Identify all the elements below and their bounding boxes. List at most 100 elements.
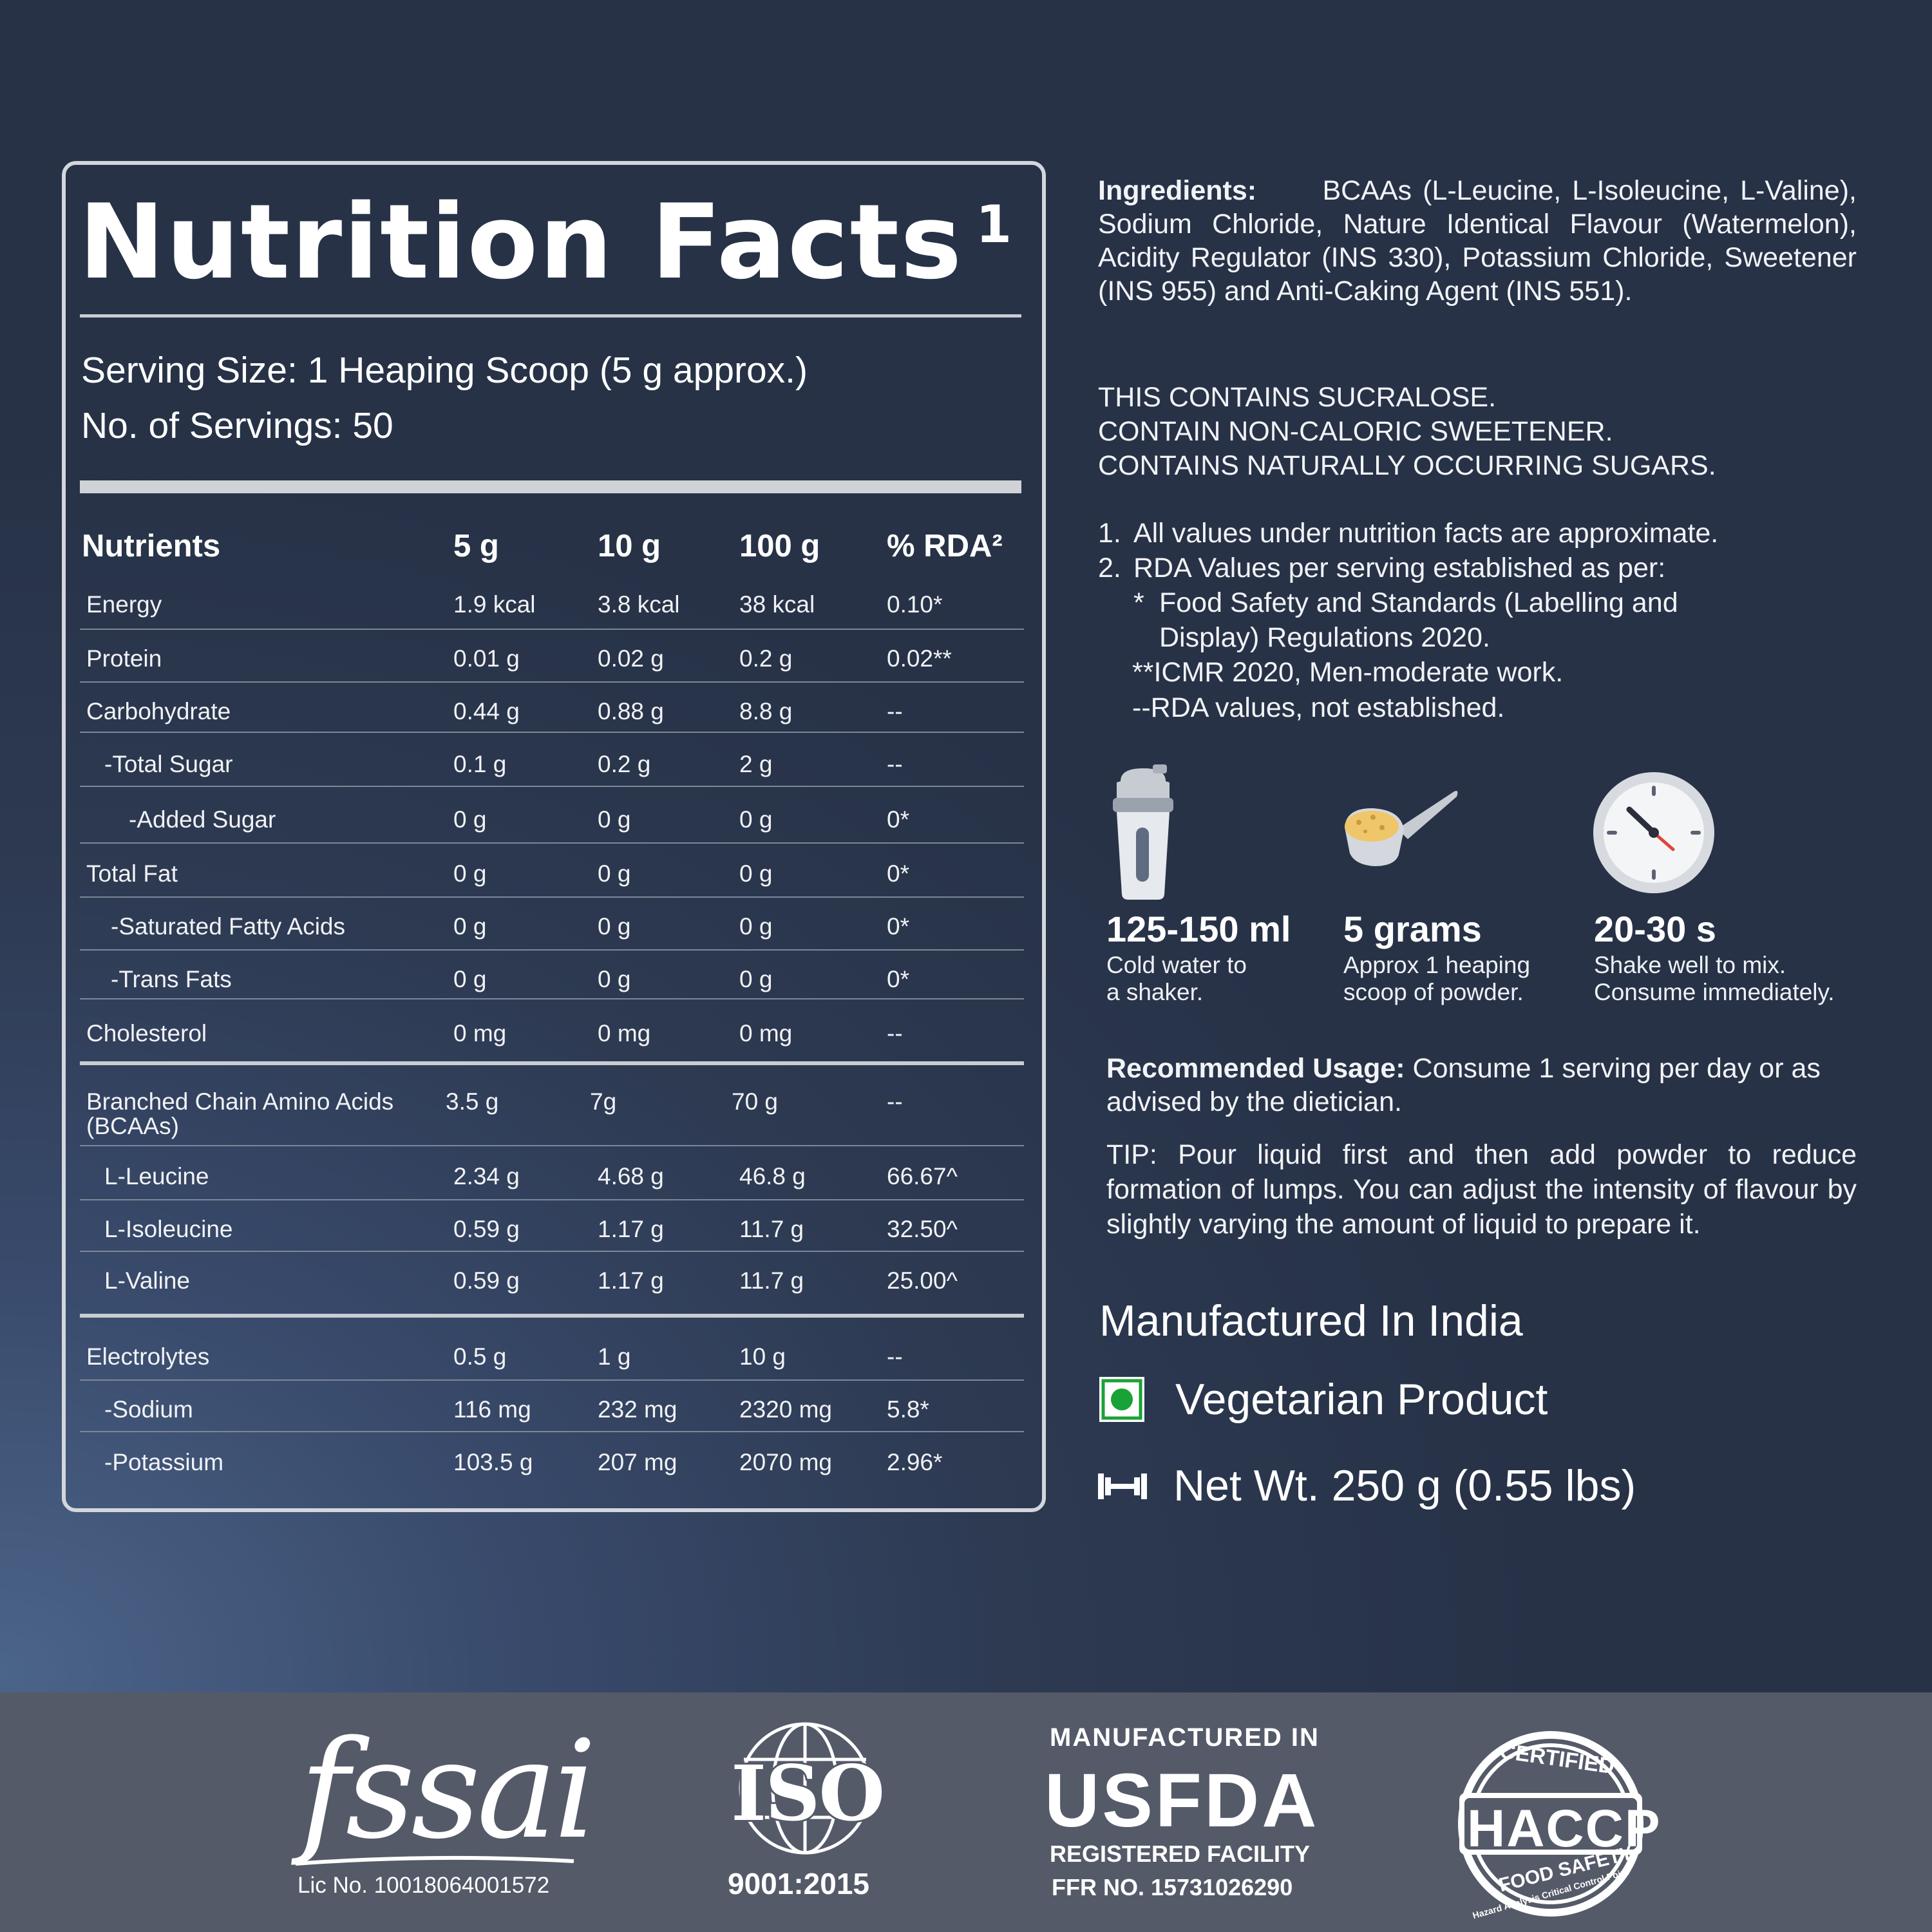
step-powder-line2: scoop of powder.	[1343, 979, 1524, 1005]
nutrient-name: Total Fat	[86, 860, 178, 887]
nutrient-value-v5: 0.59 g	[453, 1216, 520, 1242]
nutrient-value-v10: 0 g	[598, 860, 631, 887]
nutrient-name: Protein	[86, 645, 162, 672]
nutrient-value-v100: 0 g	[739, 966, 773, 992]
clock-icon	[1593, 772, 1714, 893]
usfda-logo-text: USFDA	[1045, 1758, 1320, 1843]
nutrient-name: -Sodium	[104, 1396, 193, 1423]
usage-tip: TIP: Pour liquid first and then add powd…	[1106, 1139, 1857, 1240]
usfda-ffr: FFR NO. 15731026290	[1052, 1874, 1293, 1900]
iso-logo-text: ISO	[729, 1747, 887, 1840]
ingredients: Ingredients: BCAAs (L-Leucine, L-Isoleuc…	[1098, 174, 1857, 308]
nutrient-value-v5: 0.5 g	[453, 1343, 507, 1370]
nutrient-value-rda: 0*	[887, 913, 909, 940]
nutrient-value-v10: 1 g	[598, 1343, 631, 1370]
nutrient-value-v100: 0 g	[739, 913, 773, 940]
haccp-logo-text: HACCP	[1467, 1799, 1662, 1858]
warning-natural-sugars: CONTAINS NATURALLY OCCURRING SUGARS.	[1098, 450, 1716, 481]
nutrient-value-v100: 38 kcal	[739, 591, 815, 618]
header-10g: 10 g	[598, 529, 661, 564]
nutrient-value-rda: --	[887, 1343, 903, 1370]
fssai-underline-icon	[295, 1855, 574, 1866]
row-divider	[80, 842, 1024, 844]
ingredients-text: BCAAs (L-Leucine, L-Isoleucine, L-Valine…	[1098, 175, 1857, 307]
nutrient-name: L-Isoleucine	[104, 1216, 233, 1242]
fssai-logo: fssai	[299, 1711, 597, 1869]
nutrient-value-rda: --	[887, 751, 903, 777]
warning-non-caloric: CONTAIN NON-CALORIC SWEETENER.	[1098, 416, 1613, 447]
nutrient-value-rda: 0*	[887, 966, 909, 992]
row-divider	[80, 629, 1024, 630]
nutrient-value-v100: 0 g	[739, 860, 773, 887]
nutrient-name: -Total Sugar	[104, 751, 233, 777]
note-2-number: 2.	[1098, 553, 1121, 583]
usage-label: Recommended Usage:	[1106, 1053, 1405, 1084]
nutrient-name: -Trans Fats	[111, 966, 232, 992]
nutrient-value-v10: 3.8 kcal	[598, 591, 680, 618]
header-5g: 5 g	[453, 529, 499, 564]
nutrient-value-v100: 46.8 g	[739, 1163, 806, 1189]
row-divider	[80, 1145, 1024, 1146]
section-divider	[80, 1314, 1024, 1318]
nutrient-value-v5: 0 g	[453, 860, 487, 887]
serving-size: Serving Size: 1 Heaping Scoop (5 g appro…	[81, 350, 808, 391]
nutrient-value-v10: 0.88 g	[598, 698, 664, 724]
note-1: All values under nutrition facts are app…	[1133, 518, 1719, 549]
nutrient-value-v5: 0.59 g	[453, 1267, 520, 1294]
row-divider	[80, 1199, 1024, 1200]
vegetarian-product: Vegetarian Product	[1175, 1375, 1548, 1424]
nutrient-value-v10: 207 mg	[598, 1449, 677, 1475]
title-footnote-marker: 1	[976, 194, 1014, 254]
nutrient-value-v10: 1.17 g	[598, 1267, 664, 1294]
nutrient-value-rda: 32.50^	[887, 1216, 958, 1242]
row-divider	[80, 949, 1024, 951]
nutrient-value-v10: 0 mg	[598, 1020, 651, 1046]
weight-dumbbell-icon	[1098, 1473, 1147, 1499]
note-2a-line2: Display) Regulations 2020.	[1159, 622, 1490, 653]
shaker-icon	[1113, 764, 1173, 900]
nutrient-name: L-Valine	[104, 1267, 191, 1294]
nutrient-name: Energy	[86, 591, 162, 618]
note-2b: **ICMR 2020, Men-moderate work.	[1132, 657, 1564, 688]
note-2c: --RDA values, not established.	[1132, 692, 1505, 723]
nutrient-value-rda: --	[887, 1088, 903, 1115]
nutrient-value-rda: --	[887, 1020, 903, 1046]
nutrient-value-rda: 25.00^	[887, 1267, 958, 1294]
nutrient-value-v5: 0 mg	[453, 1020, 507, 1046]
note-1-number: 1.	[1098, 518, 1121, 549]
nutrient-value-v10: 7g	[590, 1088, 617, 1115]
nutrient-value-v5: 0.1 g	[453, 751, 507, 777]
nutrient-value-v10: 0 g	[598, 806, 631, 833]
haccp-seal-icon	[1458, 1731, 1643, 1917]
iso-code: 9001:2015	[728, 1867, 869, 1900]
nutrient-value-v5: 0 g	[453, 966, 487, 992]
nutrient-name: -Potassium	[104, 1449, 224, 1475]
nutrient-value-v100: 8.8 g	[739, 698, 793, 724]
nutrient-value-v5: 1.9 kcal	[453, 591, 536, 618]
row-divider	[80, 681, 1024, 683]
step-water-line1: Cold water to	[1106, 952, 1247, 978]
nutrient-value-v10: 0.02 g	[598, 645, 664, 672]
nutrient-value-rda: 0.10*	[887, 591, 943, 618]
section-divider	[80, 1061, 1024, 1065]
step-shake-time: 20-30 s	[1594, 909, 1716, 949]
row-divider	[80, 896, 1024, 898]
step-shake-line2: Consume immediately.	[1594, 979, 1835, 1005]
net-weight: Net Wt. 250 g (0.55 lbs)	[1173, 1461, 1636, 1510]
step-water-amount: 125-150 ml	[1106, 909, 1291, 949]
serving-divider	[80, 480, 1021, 493]
nutrient-value-rda: 0*	[887, 860, 909, 887]
header-nutrients: Nutrients	[82, 529, 221, 564]
vegetarian-mark-icon	[1099, 1377, 1144, 1422]
nutrient-value-v10: 1.17 g	[598, 1216, 664, 1242]
nutrient-name: Branched Chain Amino Acids	[86, 1088, 394, 1115]
nutrient-value-rda: --	[887, 698, 903, 724]
nutrient-value-rda: 66.67^	[887, 1163, 958, 1189]
nutrient-value-v100: 2070 mg	[739, 1449, 832, 1475]
nutrient-name: Cholesterol	[86, 1020, 207, 1046]
nutrient-value-v5: 103.5 g	[453, 1449, 533, 1475]
nutrient-value-v5: 0 g	[453, 806, 487, 833]
nutrient-value-v100: 0 g	[739, 806, 773, 833]
recommended-usage: Recommended Usage: Consume 1 serving per…	[1106, 1052, 1860, 1119]
note-2a-line1: Food Safety and Standards (Labelling and	[1159, 587, 1678, 618]
